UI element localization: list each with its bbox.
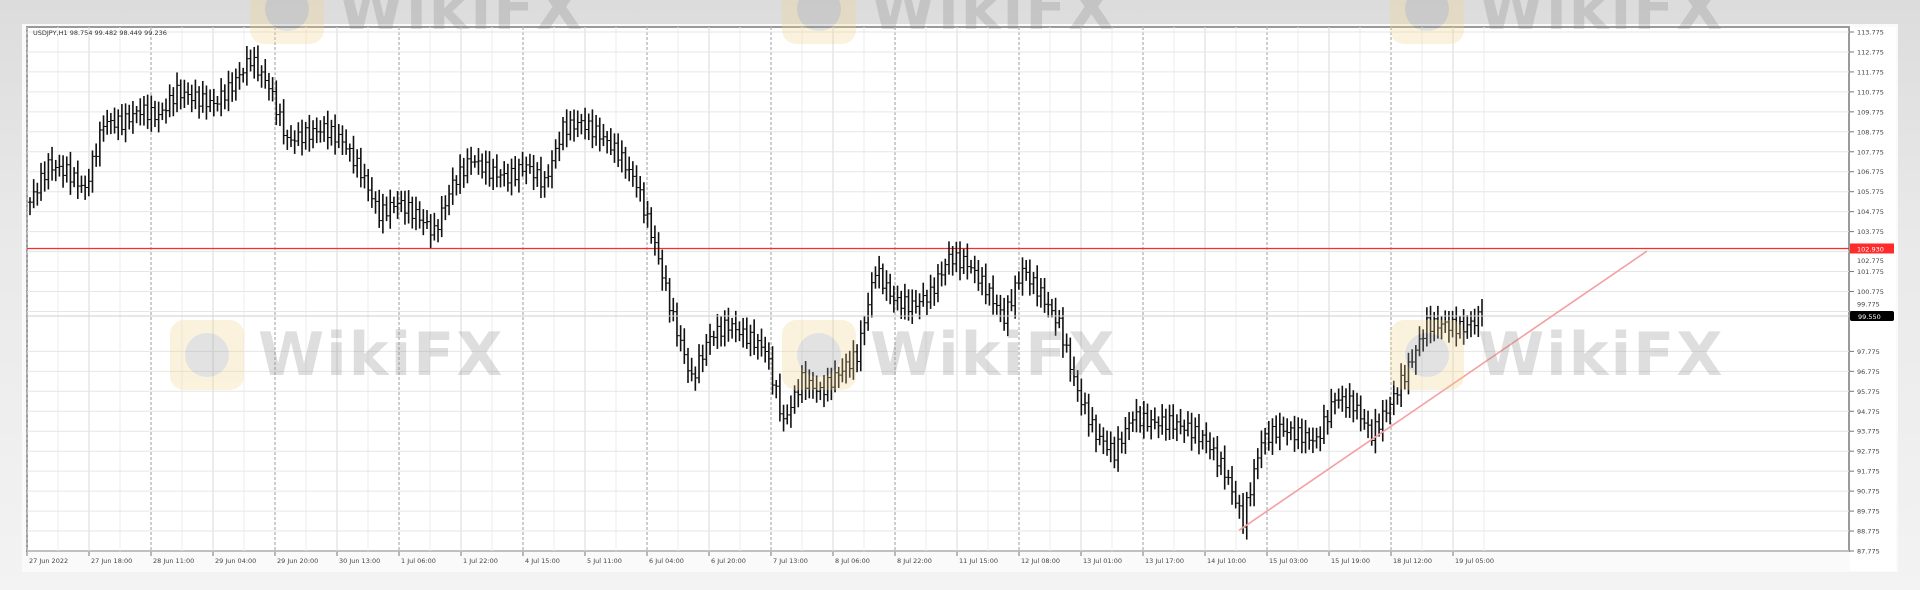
x-tick-label: 11 Jul 15:00 [959,557,998,565]
x-tick-label: 6 Jul 04:00 [649,557,684,565]
y-tick-label: 112.775 [1857,48,1884,56]
y-tick-label: 91.775 [1857,468,1880,476]
horizontal-line-price-label-bg [1850,243,1894,254]
y-tick-label: 92.775 [1857,448,1880,456]
x-tick-label: 29 Jun 04:00 [215,557,256,565]
y-tick-label: 105.775 [1857,188,1884,196]
y-tick-label: 95.775 [1857,388,1880,396]
x-tick-label: 15 Jul 19:00 [1331,557,1370,565]
y-tick-label: 104.775 [1857,208,1884,216]
y-tick-label: 100.775 [1857,288,1884,296]
x-tick-label: 27 Jun 18:00 [91,557,132,565]
y-tick-label: 90.775 [1857,488,1880,496]
y-tick-label: 106.775 [1857,168,1884,176]
y-tick-label: 113.775 [1857,29,1884,37]
x-tick-label: 8 Jul 22:00 [897,557,932,565]
y-tick-label: 107.775 [1857,148,1884,156]
y-tick-label: 109.775 [1857,108,1884,116]
y-tick-label: 89.775 [1857,508,1880,516]
horizontal-line-price-label: 102.930 [1857,245,1884,253]
x-tick-label: 30 Jun 13:00 [339,557,380,565]
y-tick-label: 87.775 [1857,548,1880,556]
x-tick-label: 27 Jun 2022 [29,557,68,565]
x-tick-label: 13 Jul 01:00 [1083,557,1122,565]
y-tick-label: 111.775 [1857,68,1884,76]
x-tick-label: 15 Jul 03:00 [1269,557,1308,565]
trend-line [1238,250,1648,531]
y-tick-label: 88.775 [1857,528,1880,536]
x-tick-label: 28 Jun 11:00 [153,557,194,565]
x-tick-label: 12 Jul 08:00 [1021,557,1060,565]
x-tick-label: 13 Jul 17:00 [1145,557,1184,565]
y-tick-label: 97.775 [1857,348,1880,356]
y-tick-label: 102.775 [1857,257,1884,265]
x-tick-label: 6 Jul 20:00 [711,557,746,565]
x-tick-label: 19 Jul 05:00 [1455,557,1494,565]
x-tick-label: 7 Jul 13:00 [773,557,808,565]
x-tick-label: 8 Jul 06:00 [835,557,870,565]
chart-title: USDJPY,H1 98.754 99.482 98.449 99.236 [33,29,167,37]
price-axis [1850,27,1896,571]
y-tick-label: 99.775 [1857,300,1880,308]
y-tick-label: 110.775 [1857,88,1884,96]
x-tick-label: 4 Jul 15:00 [525,557,560,565]
x-tick-label: 29 Jun 20:00 [277,557,318,565]
y-tick-label: 96.775 [1857,368,1880,376]
x-tick-label: 14 Jul 10:00 [1207,557,1246,565]
y-tick-label: 108.775 [1857,128,1884,136]
y-tick-label: 103.775 [1857,228,1884,236]
x-tick-label: 18 Jul 12:00 [1393,557,1432,565]
current-price-label: 99.550 [1858,313,1881,321]
y-tick-label: 101.775 [1857,268,1884,276]
x-tick-label: 1 Jul 06:00 [401,557,436,565]
y-tick-label: 93.775 [1857,428,1880,436]
x-tick-label: 5 Jul 11:00 [587,557,622,565]
y-tick-label: 94.775 [1857,408,1880,416]
x-tick-label: 1 Jul 22:00 [463,557,498,565]
current-price-label-bg [1850,310,1894,321]
